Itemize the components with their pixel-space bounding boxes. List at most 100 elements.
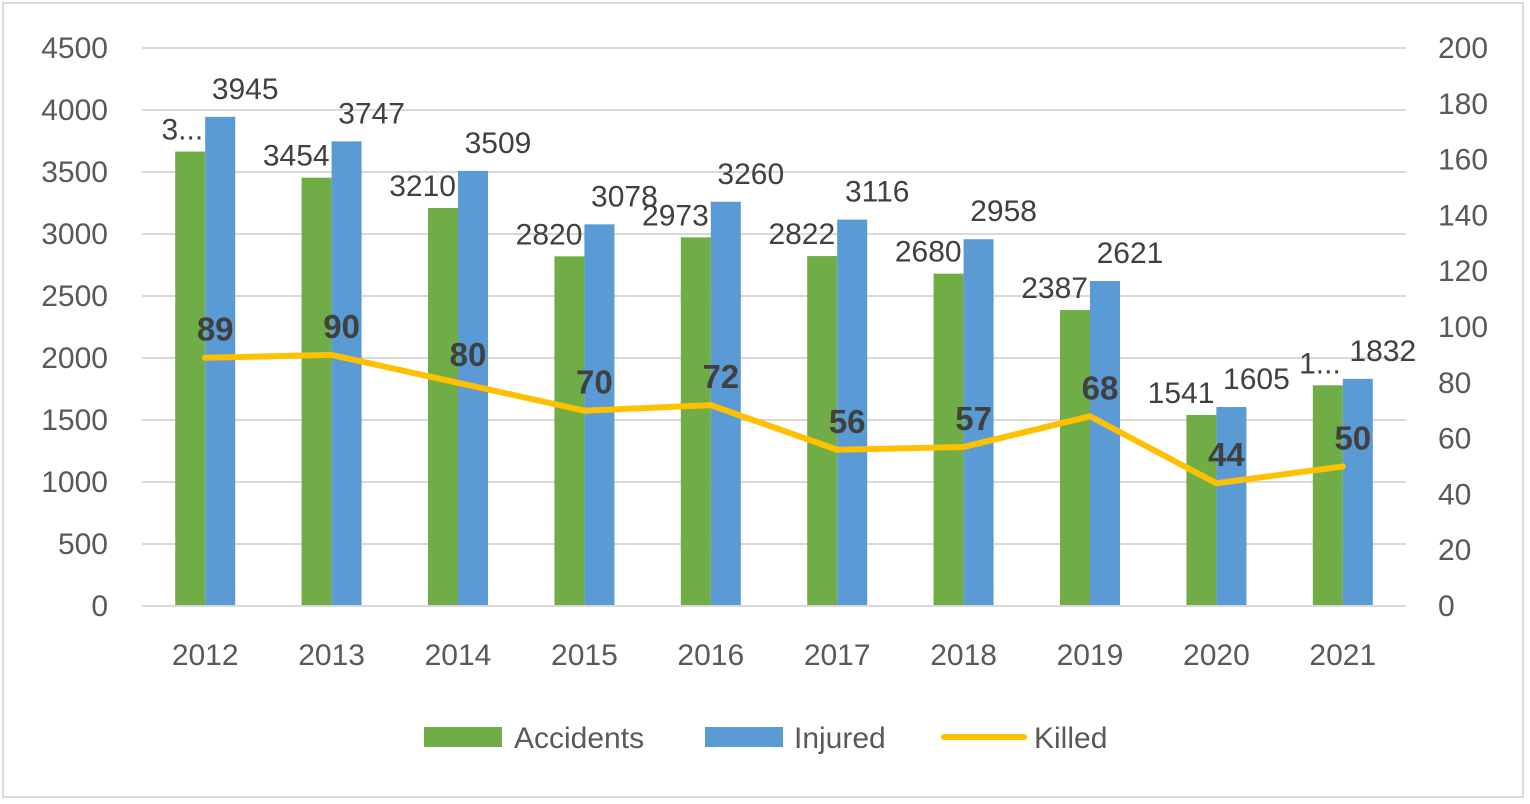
y-left-tick-label: 2000: [41, 342, 108, 375]
killed-point: [960, 443, 967, 450]
bar-injured: [205, 116, 236, 606]
data-label-injured: 2958: [970, 195, 1037, 228]
data-label-killed: 90: [323, 308, 360, 345]
legend-label-injured: Injured: [794, 722, 886, 755]
y-right-tick-label: 100: [1438, 311, 1488, 344]
legend-swatch-injured: [705, 727, 783, 747]
data-label-injured: 3116: [845, 176, 910, 209]
y-left-tick-label: 1000: [41, 466, 108, 499]
bar-injured: [963, 239, 994, 606]
data-label-killed: 80: [450, 336, 487, 373]
bar-accidents: [1060, 310, 1090, 606]
killed-point: [202, 354, 209, 361]
data-label-injured: 3945: [212, 73, 279, 106]
bar-accidents: [933, 273, 964, 606]
data-label-killed: 57: [955, 400, 992, 437]
data-label-accidents: 2387: [1021, 272, 1088, 305]
bar-injured: [1090, 280, 1120, 606]
killed-point: [1213, 480, 1220, 487]
bar-injured: [837, 219, 868, 606]
x-tick-label: 2013: [298, 639, 365, 672]
bar-injured: [1342, 378, 1373, 606]
data-label-accidents: 3210: [389, 170, 456, 203]
legend-label-accidents: Accidents: [514, 722, 644, 755]
killed-point: [1339, 463, 1346, 470]
killed-point: [707, 402, 714, 409]
y-right-tick-label: 20: [1438, 534, 1471, 567]
x-tick-label: 2015: [551, 639, 618, 672]
data-label-accidents: 2973: [642, 199, 709, 232]
killed-point: [455, 379, 461, 386]
data-label-injured: 3747: [338, 97, 405, 130]
data-label-accidents: 2680: [895, 236, 962, 269]
y-left-tick-label: 4000: [41, 94, 108, 127]
data-label-killed: 44: [1208, 436, 1245, 473]
data-label-injured: 3260: [717, 158, 784, 191]
data-label-injured: 3509: [465, 127, 532, 160]
bars: [175, 116, 1373, 607]
killed-line: [202, 351, 1346, 487]
bar-accidents: [1186, 414, 1217, 606]
x-tick-label: 2014: [425, 639, 492, 672]
y-left-tick-label: 500: [58, 528, 108, 561]
bar-accidents: [175, 151, 206, 607]
data-label-accidents: 1541: [1148, 377, 1215, 410]
killed-point: [328, 351, 335, 358]
legend-label-killed: Killed: [1034, 722, 1107, 755]
bar-accidents: [807, 256, 838, 606]
x-tick-label: 2021: [1309, 639, 1376, 672]
bar-accidents: [428, 207, 458, 606]
bar-accidents: [1312, 385, 1343, 606]
y-left-tick-label: 1500: [41, 404, 108, 437]
y-right-tick-label: 140: [1438, 199, 1488, 232]
y-right-tick-label: 60: [1438, 423, 1471, 456]
y-right-tick-label: 40: [1438, 478, 1471, 511]
killed-line-layer: [202, 351, 1346, 487]
data-label-accidents: 3454: [263, 140, 330, 173]
x-tick-label: 2017: [804, 639, 871, 672]
x-tick-label: 2016: [677, 639, 744, 672]
killed-point: [581, 407, 588, 414]
data-label-injured: 3078: [591, 180, 658, 213]
x-tick-label: 2012: [172, 639, 239, 672]
x-tick-label: 2020: [1183, 639, 1250, 672]
y-right-tick-label: 80: [1438, 367, 1471, 400]
legend-swatch-accidents: [424, 727, 502, 747]
y-left-tick-label: 0: [91, 590, 108, 623]
data-label-accidents: 2822: [768, 218, 835, 251]
y-left-tick-label: 4500: [41, 32, 108, 65]
axes: 0 500 1000 1500 2000 2500 3000 3500 4000 4500 0 20 4…: [41, 32, 1488, 672]
data-label-killed: 89: [197, 311, 234, 348]
data-label-killed: 70: [576, 364, 613, 401]
y-right-tick-label: 200: [1438, 32, 1488, 65]
data-label-injured: 1832: [1349, 335, 1416, 368]
killed-point: [1087, 413, 1093, 420]
y-right-tick-label: 180: [1438, 88, 1488, 121]
data-label-killed: 50: [1334, 420, 1371, 457]
y-left-tick-label: 3000: [41, 218, 108, 251]
data-label-killed: 68: [1082, 369, 1119, 406]
y-left-tick-label: 2500: [41, 280, 108, 313]
y-left-tick-label: 3500: [41, 156, 108, 189]
bar-accidents: [301, 177, 332, 607]
bar-injured: [1216, 406, 1247, 606]
x-tick-label: 2019: [1057, 639, 1124, 672]
killed-point: [834, 446, 841, 453]
bar-injured: [331, 141, 362, 606]
data-label-accidents: 2820: [516, 218, 583, 251]
y-right-tick-label: 120: [1438, 255, 1488, 288]
y-right-tick-label: 0: [1438, 590, 1455, 623]
bar-accidents: [680, 237, 711, 606]
data-label-killed: 56: [829, 403, 866, 440]
x-tick-label: 2018: [930, 639, 997, 672]
data-label-accidents: 1...: [1299, 347, 1341, 380]
data-label-accidents: 3...: [161, 114, 203, 147]
data-label-injured: 2621: [1097, 237, 1164, 270]
y-right-tick-label: 160: [1438, 144, 1488, 177]
bar-injured: [584, 224, 615, 606]
data-label-injured: 1605: [1223, 363, 1290, 396]
data-label-killed: 72: [702, 358, 739, 395]
